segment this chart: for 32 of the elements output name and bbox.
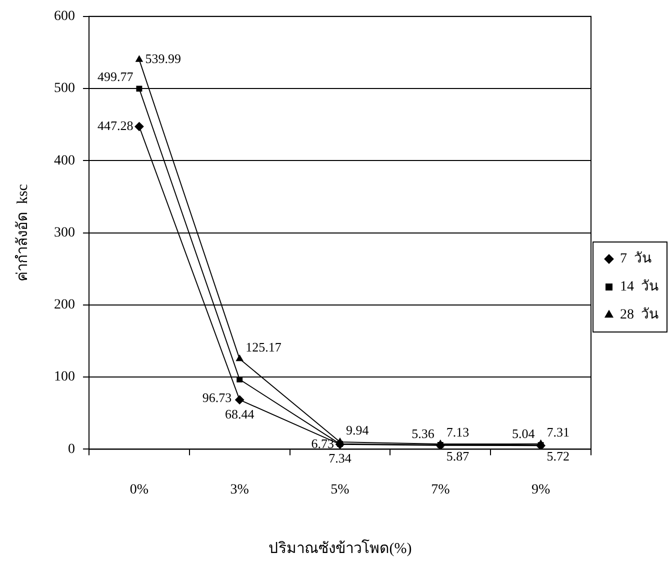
data-label: 7.31 bbox=[546, 424, 570, 440]
y-tick-label: 300 bbox=[54, 225, 75, 240]
data-label: 6.73 bbox=[311, 436, 334, 451]
y-tick-label: 200 bbox=[54, 298, 75, 313]
x-tick-label: 3% bbox=[230, 482, 250, 498]
data-label: 499.77 bbox=[97, 69, 134, 84]
legend-label: 7 วัน bbox=[620, 252, 652, 267]
y-axis-title: ค่ากำลังอัด ksc bbox=[14, 184, 31, 282]
data-label: 5.04 bbox=[512, 426, 536, 441]
x-tick-label: 7% bbox=[431, 482, 450, 498]
y-tick-label: 500 bbox=[54, 81, 75, 96]
x-tick-label: 9% bbox=[531, 482, 550, 498]
data-label: 96.73 bbox=[202, 390, 232, 405]
y-tick-label: 400 bbox=[54, 153, 75, 168]
data-label: 7.34 bbox=[328, 450, 352, 466]
data-label: 5.87 bbox=[446, 448, 470, 464]
y-tick-label: 600 bbox=[54, 9, 75, 24]
data-label: 447.28 bbox=[97, 118, 134, 133]
y-tick-label: 0 bbox=[68, 442, 75, 457]
data-label: 5.36 bbox=[412, 426, 435, 441]
x-tick-label: 5% bbox=[330, 482, 350, 498]
x-axis-title: ปริมาณซังข้าวโพด(%) bbox=[268, 538, 412, 557]
data-label: 125.17 bbox=[246, 339, 282, 354]
legend-label: 28 วัน bbox=[620, 308, 659, 323]
data-label: 7.13 bbox=[446, 424, 470, 440]
data-label: 5.72 bbox=[546, 448, 570, 464]
y-tick-label: 100 bbox=[54, 370, 75, 385]
data-label: 9.94 bbox=[346, 422, 370, 438]
data-label: 68.44 bbox=[224, 406, 255, 422]
x-tick-label: 0% bbox=[130, 482, 149, 498]
legend-label: 14 วัน bbox=[620, 280, 659, 295]
data-label: 539.99 bbox=[145, 51, 181, 66]
